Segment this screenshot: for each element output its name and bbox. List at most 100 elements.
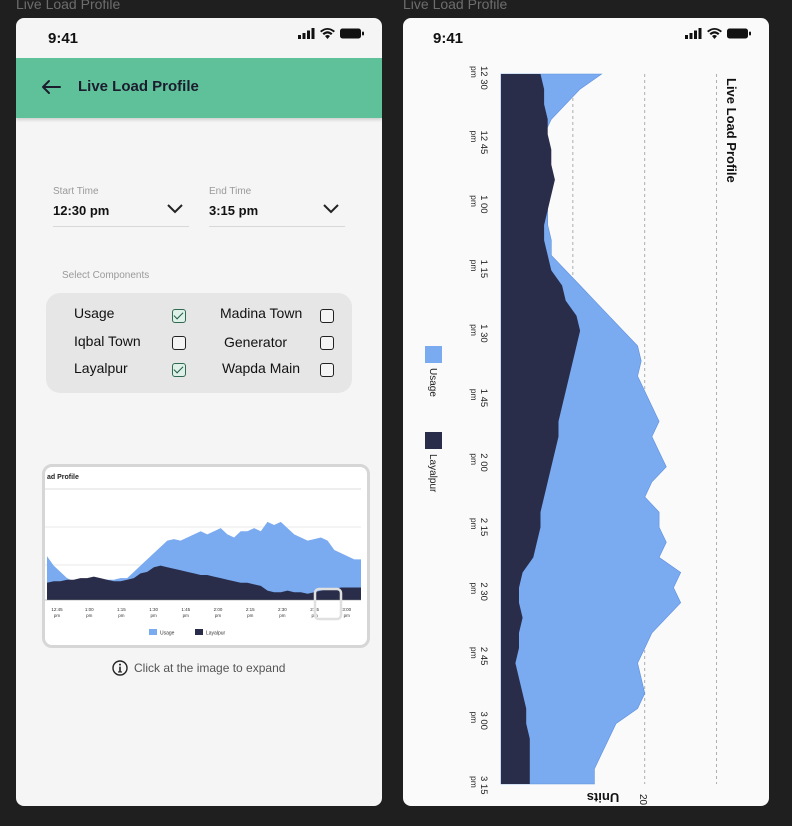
select-components-label: Select Components [62,270,150,281]
thumb-tick-time: 1:15 [117,607,126,612]
svg-text:3 15: 3 15 [478,776,489,795]
wifi-icon [320,28,335,39]
checkbox-madina-town[interactable] [320,309,334,323]
area-layalpur [501,74,581,784]
svg-text:1 45: 1 45 [478,389,489,408]
svg-text:pm: pm [469,582,479,594]
expand-hint-text: Click at the image to expand [134,661,286,675]
legend-swatch-usage [149,629,157,635]
checkbox-layalpur[interactable] [172,363,186,377]
thumb-tick-time: 1:00 [85,607,94,612]
chevron-down-icon [323,204,339,214]
svg-text:2 30: 2 30 [478,582,489,601]
svg-text:pm: pm [469,66,479,78]
battery-icon [340,28,364,39]
start-time-value: 12:30 pm [53,203,110,218]
svg-text:pm: pm [469,518,479,530]
phone-screen-chart: 9:41 12 30 pm 12 45 pm 1 00 pm 1 15 pm 1 30 pm 1 4… [403,18,769,806]
page-title: Live Load Profile [78,78,199,95]
signal-icon [685,28,702,39]
chevron-down-icon [167,204,183,214]
signal-icon [298,28,315,39]
thumbnail-title: ad Profile [47,474,79,481]
svg-text:pm: pm [469,389,479,401]
thumb-tick-time: 1:30 [149,607,158,612]
svg-text:pm: pm [469,195,479,207]
info-icon [112,660,128,676]
thumb-tick-time: 1:45 [181,607,190,612]
expand-icon [313,587,343,621]
legend-layalpur: Layalpur [206,631,226,637]
checkbox-usage[interactable] [172,309,186,323]
thumb-tick-period: pm [344,613,351,618]
thumb-tick-period: pm [215,613,222,618]
end-time-value: 3:15 pm [209,203,259,218]
svg-text:1 00: 1 00 [478,195,489,214]
thumb-tick-period: pm [54,613,61,618]
end-time-select[interactable]: End Time 3:15 pm [209,182,345,227]
y-axis-label: Units [587,790,620,805]
thumb-tick-period: pm [118,613,125,618]
components-panel: Usage Madina Town Iqbal Town Generator L… [46,293,352,393]
frame-label-2: Live Load Profile [403,0,508,12]
legend-label-layalpur: Layalpur [427,454,438,493]
battery-icon [727,28,751,39]
component-label-usage: Usage [74,305,115,321]
component-label-generator: Generator [224,334,288,350]
checkbox-iqbal-town[interactable] [172,336,186,350]
back-arrow-icon[interactable] [40,76,62,98]
legend-swatch-usage [425,346,442,363]
thumb-tick-period: pm [86,613,93,618]
start-time-label: Start Time [53,186,99,197]
phone-screen-selection: 9:41 Live Load Profile Start Time 12:30 … [16,18,382,806]
legend-label-usage: Usage [427,368,438,397]
component-label-iqbal-town: Iqbal Town [74,333,141,349]
status-bar: 9:41 [16,18,382,58]
svg-text:2 45: 2 45 [478,647,489,666]
component-label-layalpur: Layalpur [74,360,128,376]
legend-swatch-layalpur [195,629,203,635]
thumb-tick-period: pm [150,613,157,618]
status-time: 9:41 [48,30,79,47]
svg-text:1 15: 1 15 [478,260,489,279]
thumbnail-chart-svg: ad Profile 12:45pm1:00pm1:15pm1:30pm1:45… [45,474,361,637]
svg-text:2 00: 2 00 [478,453,489,472]
legend-swatch-layalpur [425,432,442,449]
checkbox-generator[interactable] [320,336,334,350]
svg-text:2 15: 2 15 [478,518,489,537]
thumb-area-layalpur [47,565,361,600]
frame-label-1: Live Load Profile [16,0,121,12]
start-time-select[interactable]: Start Time 12:30 pm [53,182,189,227]
app-bar: Live Load Profile [16,58,382,118]
wifi-icon [707,28,722,39]
chart-thumbnail[interactable]: ad Profile 12:45 pm 1:00 pm 1:15 pm 1:30 pm 1:45… [42,464,370,648]
svg-text:12 45: 12 45 [478,131,489,155]
chart-title: Live Load Profile [724,78,739,183]
thumb-tick-time: 2:15 [246,607,255,612]
y-tick-label: 20 [637,794,648,806]
svg-text:pm: pm [469,453,479,465]
thumb-tick-period: pm [247,613,254,618]
status-icons [298,28,364,39]
svg-text:3 00: 3 00 [478,711,489,730]
svg-text:12 30: 12 30 [478,66,489,90]
thumb-tick-time: 12:45 [51,607,63,612]
legend-usage: Usage [160,631,175,637]
end-time-label: End Time [209,186,252,197]
expand-hint: Click at the image to expand [112,660,285,676]
checkbox-wapda-main[interactable] [320,363,334,377]
svg-text:pm: pm [469,131,479,143]
thumb-tick-time: 2:30 [278,607,287,612]
component-label-wapda-main: Wapda Main [222,360,301,376]
svg-text:pm: pm [469,324,479,336]
thumb-tick-time: 2:00 [214,607,223,612]
